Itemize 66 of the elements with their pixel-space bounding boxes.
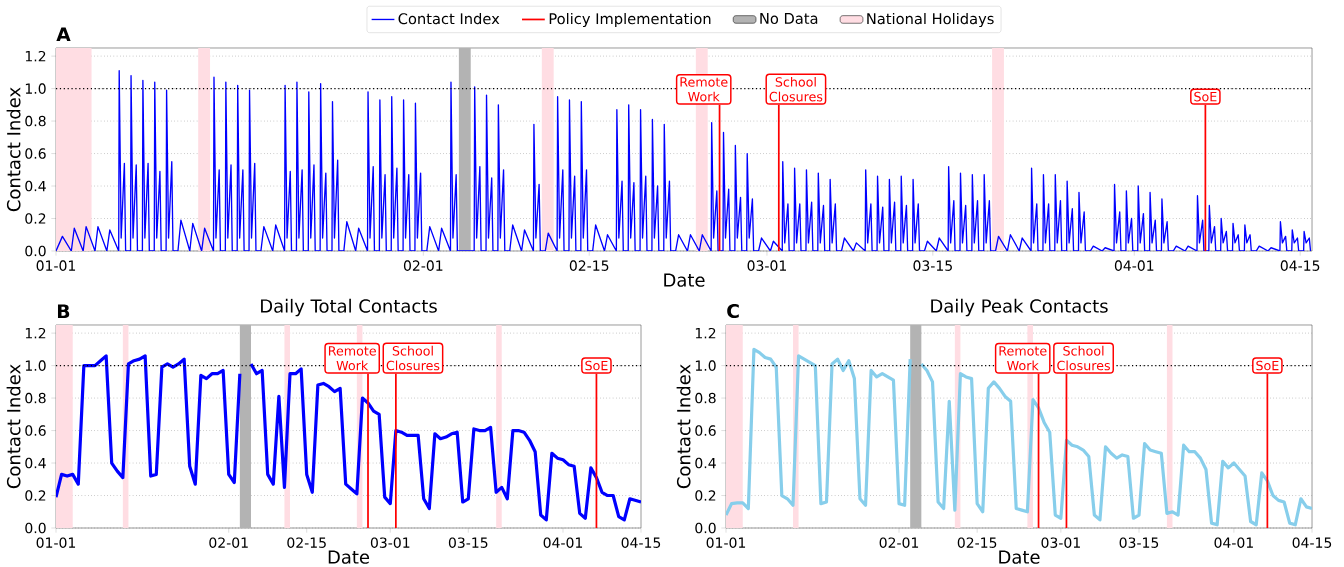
- chart-title: Daily Total Contacts: [261, 298, 437, 317]
- x-tick-label: 04-15: [1280, 260, 1320, 271]
- annotation: Remote Work: [999, 346, 1047, 371]
- y-tick-label: 1.0: [25, 360, 46, 371]
- annotation: School Closures: [386, 345, 440, 371]
- y-tick-label: 1.0: [695, 360, 716, 371]
- text: C: [727, 303, 739, 319]
- y-tick-label: 1.2: [695, 327, 716, 339]
- y-tick-label: 0.6: [25, 148, 46, 159]
- x-tick-label: 02-15: [957, 537, 997, 548]
- x-axis-title: Date: [999, 550, 1040, 564]
- y-axis-title: Contact Index: [6, 364, 21, 489]
- annotation: SoE: [1256, 360, 1279, 371]
- y-tick-label: 0.4: [25, 180, 46, 192]
- y-tick-label: 0.2: [25, 213, 46, 224]
- legend-label: Policy Implementation: [549, 12, 711, 28]
- x-tick-label: 04-01: [543, 537, 583, 548]
- x-tick-label: 01-01: [36, 260, 76, 271]
- y-axis-title: Contact Index: [676, 364, 691, 489]
- annotation: School Closures: [1057, 345, 1110, 371]
- y-tick-label: 0.2: [25, 490, 46, 501]
- y-axis-title: Contact Index: [6, 87, 21, 212]
- x-tick-label: 03-01: [370, 537, 410, 548]
- y-tick-label: 0.8: [695, 392, 716, 404]
- x-tick-label: 03-15: [448, 537, 488, 548]
- x-tick-label: 03-01: [747, 260, 786, 271]
- y-tick-label: 1.2: [25, 50, 46, 62]
- y-tick-label: 0.2: [695, 490, 716, 501]
- annotation: SoE: [1194, 91, 1217, 102]
- text: B: [57, 304, 70, 319]
- y-tick-label: 0.0: [695, 522, 716, 534]
- x-tick-label: 03-01: [1041, 537, 1080, 548]
- x-tick-label: 02-01: [403, 260, 443, 271]
- y-tick-label: 0.0: [25, 245, 46, 257]
- y-tick-label: 0.4: [695, 457, 716, 469]
- x-tick-label: 04-15: [621, 537, 661, 548]
- x-tick-label: 04-15: [1292, 537, 1332, 548]
- x-tick-label: 03-15: [1119, 537, 1159, 548]
- x-tick-label: 01-01: [706, 537, 746, 548]
- y-tick-label: 1.0: [25, 83, 46, 94]
- x-tick-label: 04-01: [1214, 537, 1253, 548]
- y-tick-label: 0.8: [25, 392, 46, 404]
- y-tick-label: 0.6: [695, 425, 716, 436]
- y-tick-label: 0.6: [25, 425, 46, 436]
- x-tick-label: 03-15: [913, 260, 952, 271]
- annotation: School Closures: [769, 76, 823, 102]
- legend-label: Contact Index: [398, 12, 500, 25]
- x-tick-label: 02-15: [569, 260, 609, 271]
- y-tick-label: 0.0: [25, 522, 46, 534]
- annotation: Remote Work: [680, 77, 728, 102]
- legend-label: National Holidays: [867, 12, 994, 28]
- x-axis-title: Date: [328, 550, 370, 564]
- x-axis-title: Date: [664, 273, 705, 287]
- annotation: Remote Work: [328, 346, 376, 371]
- x-tick-label: 02-01: [209, 537, 248, 548]
- chart-title: Daily Peak Contacts: [931, 298, 1108, 317]
- y-tick-label: 0.8: [25, 115, 46, 127]
- annotation: SoE: [585, 360, 608, 371]
- x-tick-label: 02-01: [879, 537, 919, 548]
- y-tick-label: 1.2: [25, 327, 46, 339]
- text: A: [56, 27, 71, 42]
- legend-label: No Data: [760, 13, 818, 25]
- x-tick-label: 01-01: [36, 537, 76, 548]
- y-tick-label: 0.4: [25, 457, 46, 469]
- x-tick-label: 04-01: [1114, 260, 1154, 271]
- x-tick-label: 02-15: [287, 537, 326, 548]
